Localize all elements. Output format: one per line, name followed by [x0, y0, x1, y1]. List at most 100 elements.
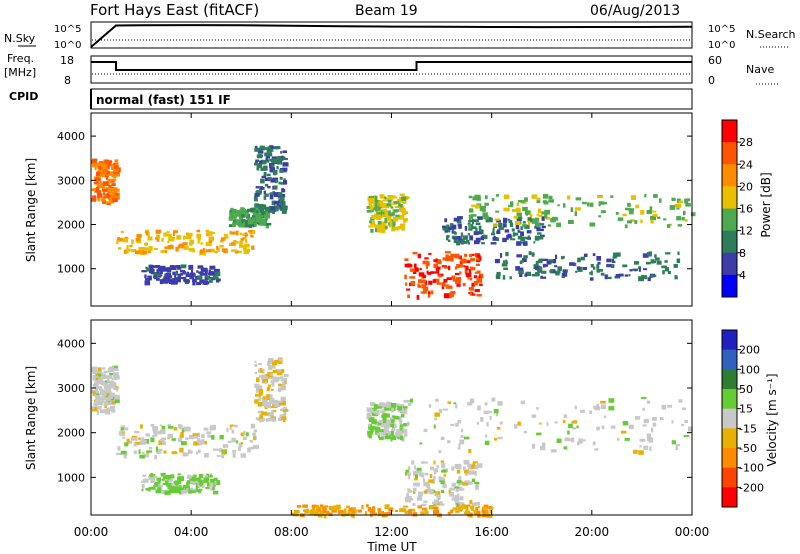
power-colorbar-segment	[722, 230, 737, 254]
data-cell	[473, 219, 479, 223]
data-cell	[150, 423, 155, 427]
data-cell	[178, 424, 183, 430]
data-cell	[683, 435, 690, 438]
data-cell	[500, 253, 503, 258]
data-cell	[469, 266, 473, 269]
data-cell	[548, 195, 553, 200]
data-cell	[125, 248, 131, 252]
data-cell	[136, 234, 142, 238]
data-cell	[126, 438, 130, 444]
data-cell	[503, 267, 509, 270]
data-cell	[165, 268, 172, 271]
data-cell	[600, 404, 606, 409]
data-cell	[562, 269, 566, 273]
data-cell	[177, 473, 181, 476]
data-cell	[450, 223, 454, 226]
data-cell	[407, 402, 412, 406]
data-cell	[157, 487, 161, 492]
data-cell	[148, 246, 153, 251]
data-cell	[337, 510, 344, 514]
data-cell	[160, 472, 166, 476]
data-cell	[106, 171, 110, 175]
data-cell	[404, 510, 408, 515]
data-cell	[106, 407, 110, 411]
data-cell	[395, 214, 400, 218]
data-cell	[536, 232, 542, 235]
data-cell	[255, 190, 261, 194]
data-cell	[421, 507, 426, 511]
data-cell	[306, 508, 309, 513]
data-cell	[270, 160, 276, 163]
data-cell	[264, 177, 271, 181]
data-cell	[649, 446, 652, 451]
data-cell	[283, 178, 286, 182]
data-cell	[470, 508, 474, 511]
data-cell	[247, 208, 252, 212]
data-cell	[177, 266, 182, 270]
data-cell	[160, 274, 163, 277]
data-cell	[244, 232, 247, 238]
data-cell	[381, 432, 386, 436]
data-cell	[197, 265, 200, 269]
data-cell	[114, 397, 119, 400]
data-cell	[671, 440, 676, 445]
data-cell	[120, 432, 124, 437]
data-cell	[615, 274, 621, 278]
data-cell	[455, 404, 458, 409]
data-cell	[260, 159, 267, 165]
data-cell	[213, 477, 218, 482]
data-cell	[464, 265, 469, 268]
data-cell	[267, 417, 273, 422]
data-cell	[161, 425, 166, 430]
data-cell	[594, 448, 599, 451]
data-cell	[149, 270, 154, 274]
data-cell	[205, 249, 212, 253]
data-cell	[243, 430, 246, 436]
data-cell	[393, 201, 400, 204]
data-cell	[263, 195, 267, 200]
data-cell	[376, 212, 383, 215]
data-cell	[141, 437, 145, 442]
data-cell	[589, 272, 593, 275]
data-cell	[664, 267, 669, 272]
data-cell	[456, 282, 461, 287]
data-cell	[116, 452, 122, 456]
data-cell	[667, 224, 671, 228]
data-cell	[96, 396, 102, 400]
data-cell	[278, 402, 283, 406]
data-cell	[482, 212, 488, 218]
data-cell	[417, 283, 420, 288]
data-cell	[540, 234, 545, 237]
data-cell	[96, 171, 101, 175]
data-cell	[576, 425, 579, 429]
data-cell	[282, 409, 289, 412]
data-cell	[461, 506, 468, 509]
data-cell	[531, 443, 536, 449]
data-cell	[235, 230, 239, 236]
data-cell	[561, 275, 566, 279]
data-cell	[404, 274, 407, 280]
data-cell	[401, 196, 407, 201]
power-ytick-label: 1000	[57, 263, 85, 276]
data-cell	[239, 243, 243, 248]
data-cell	[550, 449, 557, 453]
data-cell	[461, 239, 465, 244]
data-cell	[433, 278, 440, 283]
data-cell	[617, 437, 620, 441]
data-cell	[412, 271, 417, 274]
data-cell	[567, 430, 570, 435]
data-cell	[555, 254, 558, 259]
data-cell	[364, 511, 368, 515]
data-cell	[373, 224, 376, 228]
data-cell	[293, 510, 300, 514]
data-cell	[572, 420, 578, 424]
data-cell	[370, 401, 375, 407]
data-cell	[654, 254, 657, 258]
data-cell	[468, 470, 475, 475]
data-cell	[196, 270, 199, 273]
data-cell	[371, 208, 374, 213]
data-cell	[408, 496, 412, 500]
data-cell	[108, 383, 115, 389]
data-cell	[527, 235, 531, 239]
data-cell	[148, 475, 154, 481]
